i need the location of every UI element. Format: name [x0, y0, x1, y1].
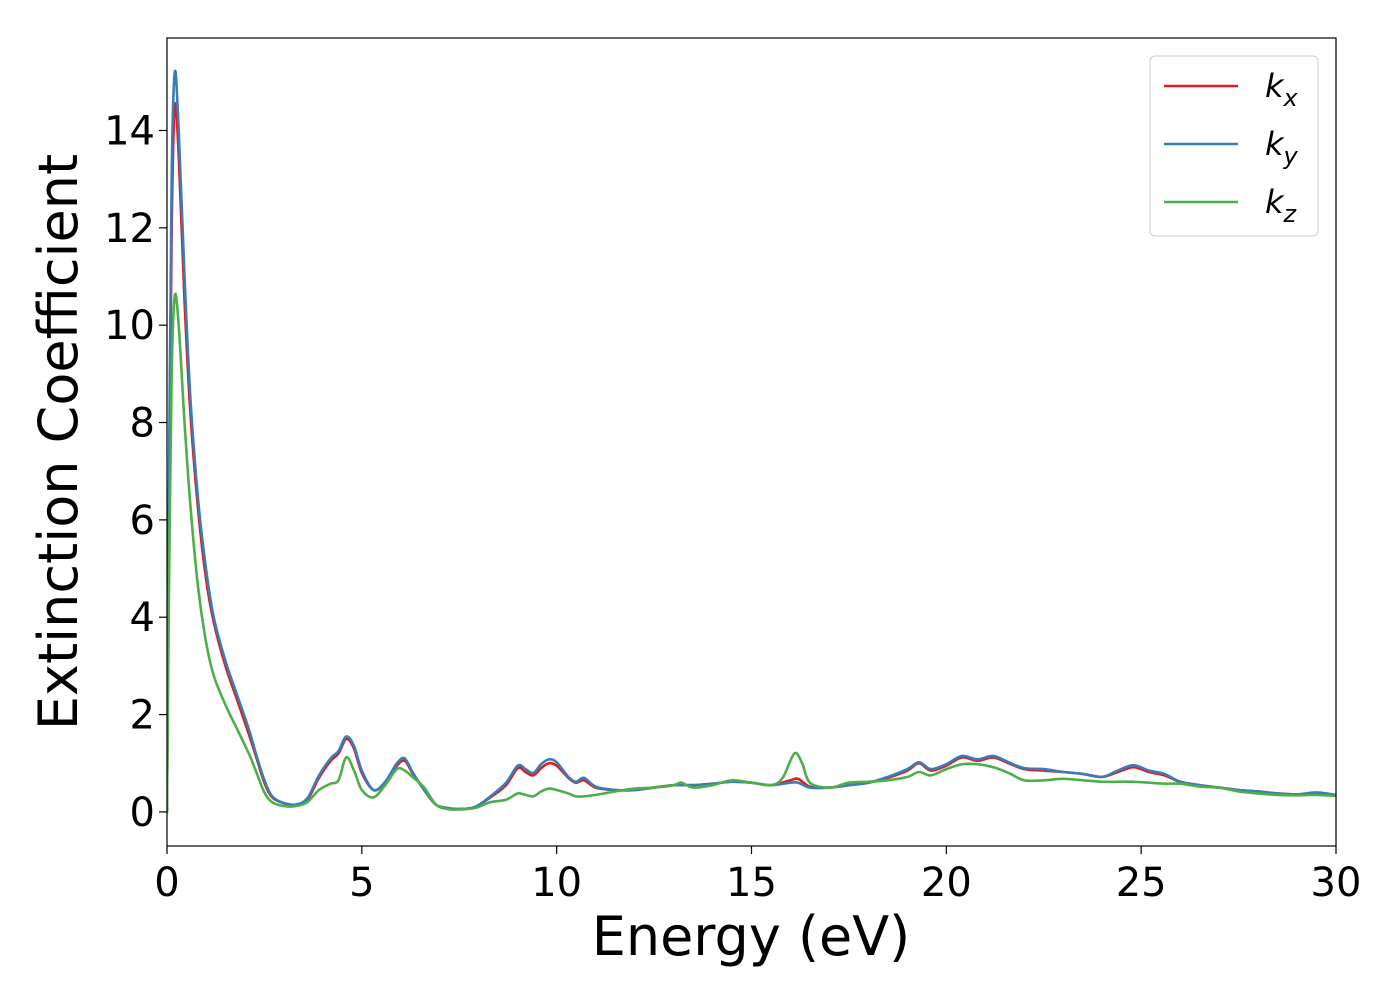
y-tick-label: 8 — [130, 401, 155, 447]
x-tick-label: 5 — [349, 860, 374, 906]
y-tick-label: 2 — [130, 693, 155, 739]
x-tick-label: 0 — [154, 860, 179, 906]
series-layer — [167, 69, 1336, 814]
legend-label-x: kx — [1265, 67, 1299, 112]
series-line-z — [167, 292, 1336, 814]
x-axis-ticks: 0 5 10 15 20 25 30 — [154, 846, 1361, 906]
x-tick-label: 25 — [1116, 860, 1167, 906]
x-tick-label: 10 — [531, 860, 582, 906]
x-tick-label: 20 — [921, 860, 972, 906]
legend-label-y: ky — [1265, 125, 1299, 170]
y-tick-label: 4 — [130, 595, 155, 641]
y-axis-label: Extinction Coefficient — [27, 154, 90, 730]
y-tick-label: 14 — [104, 108, 155, 154]
legend-box — [1149, 55, 1319, 237]
y-axis-ticks: 0 2 4 6 8 10 12 14 — [104, 108, 167, 836]
legend-label-z: kz — [1265, 183, 1298, 228]
plot-area — [167, 69, 1336, 814]
y-tick-label: 0 — [130, 790, 155, 836]
y-tick-label: 6 — [130, 498, 155, 544]
series-line-y — [167, 69, 1336, 814]
y-tick-label: 12 — [104, 206, 155, 252]
legend: kx ky kz — [1149, 55, 1319, 237]
x-tick-label: 30 — [1311, 860, 1362, 906]
y-tick-label: 10 — [104, 303, 155, 349]
x-tick-label: 15 — [726, 860, 777, 906]
x-axis-label: Energy (eV) — [592, 905, 911, 968]
